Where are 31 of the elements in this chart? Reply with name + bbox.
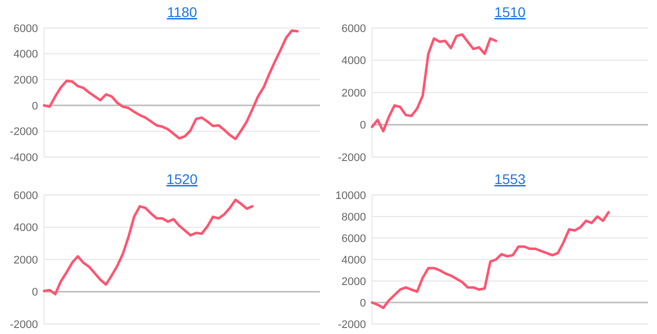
y-tick-label: 4000 [342,254,366,266]
y-tick-label: 6000 [14,22,38,35]
chart-title: 1520 [166,171,198,187]
line-series [42,29,299,140]
y-tick-label: 4000 [14,48,38,61]
y-tick-label: 6000 [342,232,366,245]
y-tick-label: 4000 [342,55,366,68]
y-tick-label: -2000 [338,152,366,164]
y-tick-label: 0 [32,286,38,299]
chart-title: 1180 [166,4,198,20]
y-tick-label: -2000 [338,318,366,331]
y-tick-label: 8000 [342,211,366,224]
y-tick-label: -4000 [10,152,38,164]
y-tick-label: 2000 [14,74,38,86]
y-tick-label: 2000 [342,87,366,100]
line-series [42,198,254,296]
y-tick-label: 0 [32,100,38,112]
y-tick-label: 6000 [342,22,366,35]
line-series [370,33,498,132]
y-tick-label: 4000 [14,222,38,234]
y-tick-label: 6000 [14,190,38,202]
y-tick-label: 0 [360,120,366,132]
chart-title: 1553 [494,171,526,187]
y-tick-label: 2000 [14,254,38,266]
y-tick-label: 2000 [342,276,366,288]
y-tick-label: 0 [360,297,366,310]
y-tick-label: -2000 [10,318,38,331]
y-tick-label: 10000 [335,190,366,202]
line-series [370,210,610,310]
chart-title: 1510 [494,4,526,20]
y-tick-label: -2000 [10,126,38,138]
